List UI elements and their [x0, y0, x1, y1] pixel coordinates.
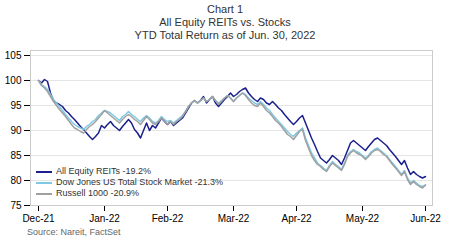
svg-text:100: 100	[5, 75, 22, 86]
svg-text:95: 95	[10, 100, 22, 111]
svg-text:75: 75	[10, 200, 22, 211]
svg-text:85: 85	[10, 150, 22, 161]
svg-text:May-22: May-22	[346, 213, 380, 224]
html-text:Chart 1 All Equity REITs vs. S: Chart 1 All Equity REITs vs. Stocks YTD …	[134, 3, 316, 41]
svg-text:105: 105	[5, 50, 22, 61]
svg-text:Mar-22: Mar-22	[218, 213, 250, 224]
svg-text:Apr-22: Apr-22	[281, 213, 311, 224]
svg-text:Jan-22: Jan-22	[89, 213, 120, 224]
html-text:Dow Jones US Total Stock Marke: Dow Jones US Total Stock Market -21.3%	[56, 177, 223, 187]
svg-text:90: 90	[10, 125, 22, 136]
html-text:Source: Nareit, FactSet: Source: Nareit, FactSet	[27, 227, 121, 237]
svg-text:Dec-21: Dec-21	[22, 213, 55, 224]
html-text:Russell 1000 -20.9%: Russell 1000 -20.9%	[56, 188, 140, 198]
html-text:All Equity REITs -19.2%: All Equity REITs -19.2%	[56, 166, 151, 176]
svg-text:Jun-22: Jun-22	[410, 213, 441, 224]
svg-text:80: 80	[10, 175, 22, 186]
svg-text:Feb-22: Feb-22	[152, 213, 184, 224]
